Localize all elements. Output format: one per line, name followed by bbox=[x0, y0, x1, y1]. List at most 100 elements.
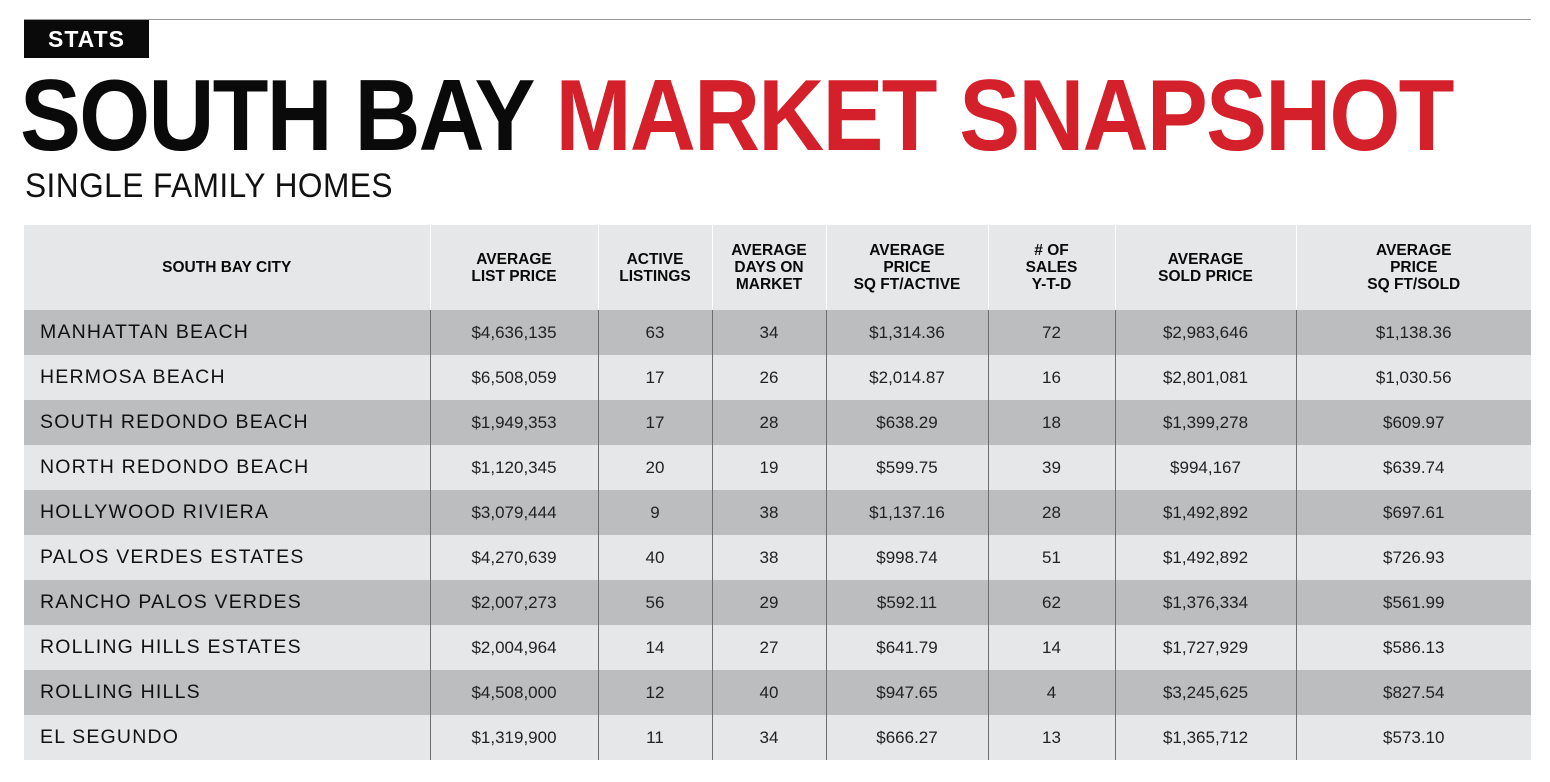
table-row: HERMOSA BEACH $6,508,059 17 26 $2,014.87 16 $2… bbox=[24, 355, 1531, 400]
cell-avg-price-sqft-sold: $586.13 bbox=[1295, 625, 1531, 670]
top-rule bbox=[24, 19, 1531, 20]
page-subtitle: SINGLE FAMILY HOMES bbox=[25, 167, 393, 205]
column-header-line: ACTIVE bbox=[626, 250, 684, 268]
cell-active-listings: 9 bbox=[597, 490, 712, 535]
cell-active-listings: 20 bbox=[597, 445, 712, 490]
column-header-line: AVERAGE bbox=[731, 242, 807, 259]
table-row: EL SEGUNDO $1,319,900 11 34 $666.27 13 $1,365,… bbox=[24, 715, 1531, 760]
column-header-line: SQ FT/SOLD bbox=[1367, 276, 1461, 293]
cell-city: EL SEGUNDO bbox=[24, 715, 430, 760]
column-header-avg-days-on-market: AVERAGE DAYS ON MARKET bbox=[711, 225, 826, 310]
column-header-avg-price-sqft-active: AVERAGE PRICE SQ FT/ACTIVE bbox=[825, 225, 988, 310]
cell-avg-price-sqft-active: $599.75 bbox=[825, 445, 988, 490]
cell-sales-ytd: 14 bbox=[987, 625, 1115, 670]
cell-avg-sold-price: $2,983,646 bbox=[1114, 310, 1296, 355]
cell-avg-sold-price: $1,727,929 bbox=[1114, 625, 1296, 670]
cell-active-listings: 17 bbox=[597, 355, 712, 400]
cell-sales-ytd: 4 bbox=[987, 670, 1115, 715]
column-header-active-listings: ACTIVE LISTINGS bbox=[597, 225, 712, 310]
cell-avg-list-price: $2,004,964 bbox=[429, 625, 598, 670]
column-header-line: SALES bbox=[1025, 259, 1078, 276]
cell-avg-sold-price: $1,365,712 bbox=[1114, 715, 1296, 760]
table-row: ROLLING HILLS $4,508,000 12 40 $947.65 4 $3,24… bbox=[24, 670, 1531, 715]
cell-avg-days-on-market: 40 bbox=[711, 670, 826, 715]
cell-avg-sold-price: $1,376,334 bbox=[1114, 580, 1296, 625]
section-tag: STATS bbox=[24, 20, 149, 58]
page-title: SOUTH BAY MARKET SNAPSHOT bbox=[20, 60, 1454, 172]
column-header-line: SOUTH BAY CITY bbox=[162, 259, 292, 276]
cell-city: RANCHO PALOS VERDES bbox=[24, 580, 430, 625]
column-header-line: AVERAGE bbox=[1167, 250, 1244, 268]
cell-city: HERMOSA BEACH bbox=[24, 355, 430, 400]
market-table: SOUTH BAY CITY AVERAGE LIST PRICE ACTIVE LIS… bbox=[24, 225, 1531, 760]
cell-avg-price-sqft-sold: $639.74 bbox=[1295, 445, 1531, 490]
column-header-avg-price-sqft-sold: AVERAGE PRICE SQ FT/SOLD bbox=[1295, 225, 1531, 310]
cell-avg-days-on-market: 29 bbox=[711, 580, 826, 625]
cell-active-listings: 63 bbox=[597, 310, 712, 355]
cell-avg-price-sqft-active: $638.29 bbox=[825, 400, 988, 445]
cell-avg-price-sqft-active: $1,137.16 bbox=[825, 490, 988, 535]
cell-avg-price-sqft-active: $592.11 bbox=[825, 580, 988, 625]
table-row: RANCHO PALOS VERDES $2,007,273 56 29 $592.11… bbox=[24, 580, 1531, 625]
column-header-city: SOUTH BAY CITY bbox=[24, 225, 430, 310]
cell-avg-price-sqft-active: $1,314.36 bbox=[825, 310, 988, 355]
cell-avg-list-price: $3,079,444 bbox=[429, 490, 598, 535]
column-header-line: AVERAGE bbox=[869, 242, 945, 259]
cell-city: HOLLYWOOD RIVIERA bbox=[24, 490, 430, 535]
column-header-line: # OF bbox=[1034, 242, 1069, 259]
cell-active-listings: 14 bbox=[597, 625, 712, 670]
cell-avg-sold-price: $1,399,278 bbox=[1114, 400, 1296, 445]
cell-active-listings: 56 bbox=[597, 580, 712, 625]
cell-city: MANHATTAN BEACH bbox=[24, 310, 430, 355]
cell-active-listings: 40 bbox=[597, 535, 712, 580]
cell-city: SOUTH REDONDO BEACH bbox=[24, 400, 430, 445]
cell-avg-price-sqft-sold: $609.97 bbox=[1295, 400, 1531, 445]
cell-avg-list-price: $1,319,900 bbox=[429, 715, 598, 760]
cell-sales-ytd: 16 bbox=[987, 355, 1115, 400]
table-row: NORTH REDONDO BEACH $1,120,345 20 19 $599.75… bbox=[24, 445, 1531, 490]
cell-avg-price-sqft-active: $2,014.87 bbox=[825, 355, 988, 400]
cell-city: PALOS VERDES ESTATES bbox=[24, 535, 430, 580]
cell-avg-list-price: $1,120,345 bbox=[429, 445, 598, 490]
cell-avg-list-price: $4,508,000 bbox=[429, 670, 598, 715]
table-row: HOLLYWOOD RIVIERA $3,079,444 9 38 $1,137.16 2… bbox=[24, 490, 1531, 535]
cell-avg-sold-price: $2,801,081 bbox=[1114, 355, 1296, 400]
cell-avg-price-sqft-active: $666.27 bbox=[825, 715, 988, 760]
cell-avg-sold-price: $1,492,892 bbox=[1114, 535, 1296, 580]
cell-avg-days-on-market: 34 bbox=[711, 715, 826, 760]
cell-avg-sold-price: $3,245,625 bbox=[1114, 670, 1296, 715]
cell-avg-sold-price: $994,167 bbox=[1114, 445, 1296, 490]
table-body: MANHATTAN BEACH $4,636,135 63 34 $1,314.36 72… bbox=[24, 310, 1531, 760]
cell-avg-price-sqft-sold: $1,138.36 bbox=[1295, 310, 1531, 355]
column-header-line: SQ FT/ACTIVE bbox=[853, 276, 961, 293]
cell-avg-price-sqft-sold: $697.61 bbox=[1295, 490, 1531, 535]
cell-avg-days-on-market: 28 bbox=[711, 400, 826, 445]
cell-avg-days-on-market: 26 bbox=[711, 355, 826, 400]
column-header-line: AVERAGE bbox=[1375, 242, 1452, 259]
cell-sales-ytd: 62 bbox=[987, 580, 1115, 625]
column-header-sales-ytd: # OF SALES Y-T-D bbox=[987, 225, 1115, 310]
cell-sales-ytd: 13 bbox=[987, 715, 1115, 760]
column-header-avg-list-price: AVERAGE LIST PRICE bbox=[429, 225, 598, 310]
cell-avg-list-price: $2,007,273 bbox=[429, 580, 598, 625]
cell-avg-days-on-market: 38 bbox=[711, 535, 826, 580]
cell-avg-price-sqft-active: $641.79 bbox=[825, 625, 988, 670]
cell-sales-ytd: 72 bbox=[987, 310, 1115, 355]
column-header-line: AVERAGE bbox=[476, 250, 552, 268]
column-header-line: SOLD PRICE bbox=[1158, 267, 1253, 285]
cell-sales-ytd: 51 bbox=[987, 535, 1115, 580]
cell-avg-sold-price: $1,492,892 bbox=[1114, 490, 1296, 535]
cell-avg-list-price: $4,270,639 bbox=[429, 535, 598, 580]
cell-avg-price-sqft-active: $998.74 bbox=[825, 535, 988, 580]
cell-avg-list-price: $6,508,059 bbox=[429, 355, 598, 400]
title-black: SOUTH BAY bbox=[20, 60, 534, 172]
cell-avg-list-price: $1,949,353 bbox=[429, 400, 598, 445]
cell-avg-days-on-market: 19 bbox=[711, 445, 826, 490]
column-header-line: DAYS ON bbox=[734, 259, 804, 276]
table-header-row: SOUTH BAY CITY AVERAGE LIST PRICE ACTIVE LIS… bbox=[24, 225, 1531, 310]
cell-avg-list-price: $4,636,135 bbox=[429, 310, 598, 355]
cell-sales-ytd: 39 bbox=[987, 445, 1115, 490]
cell-avg-price-sqft-sold: $561.99 bbox=[1295, 580, 1531, 625]
cell-active-listings: 11 bbox=[597, 715, 712, 760]
cell-avg-price-sqft-sold: $1,030.56 bbox=[1295, 355, 1531, 400]
